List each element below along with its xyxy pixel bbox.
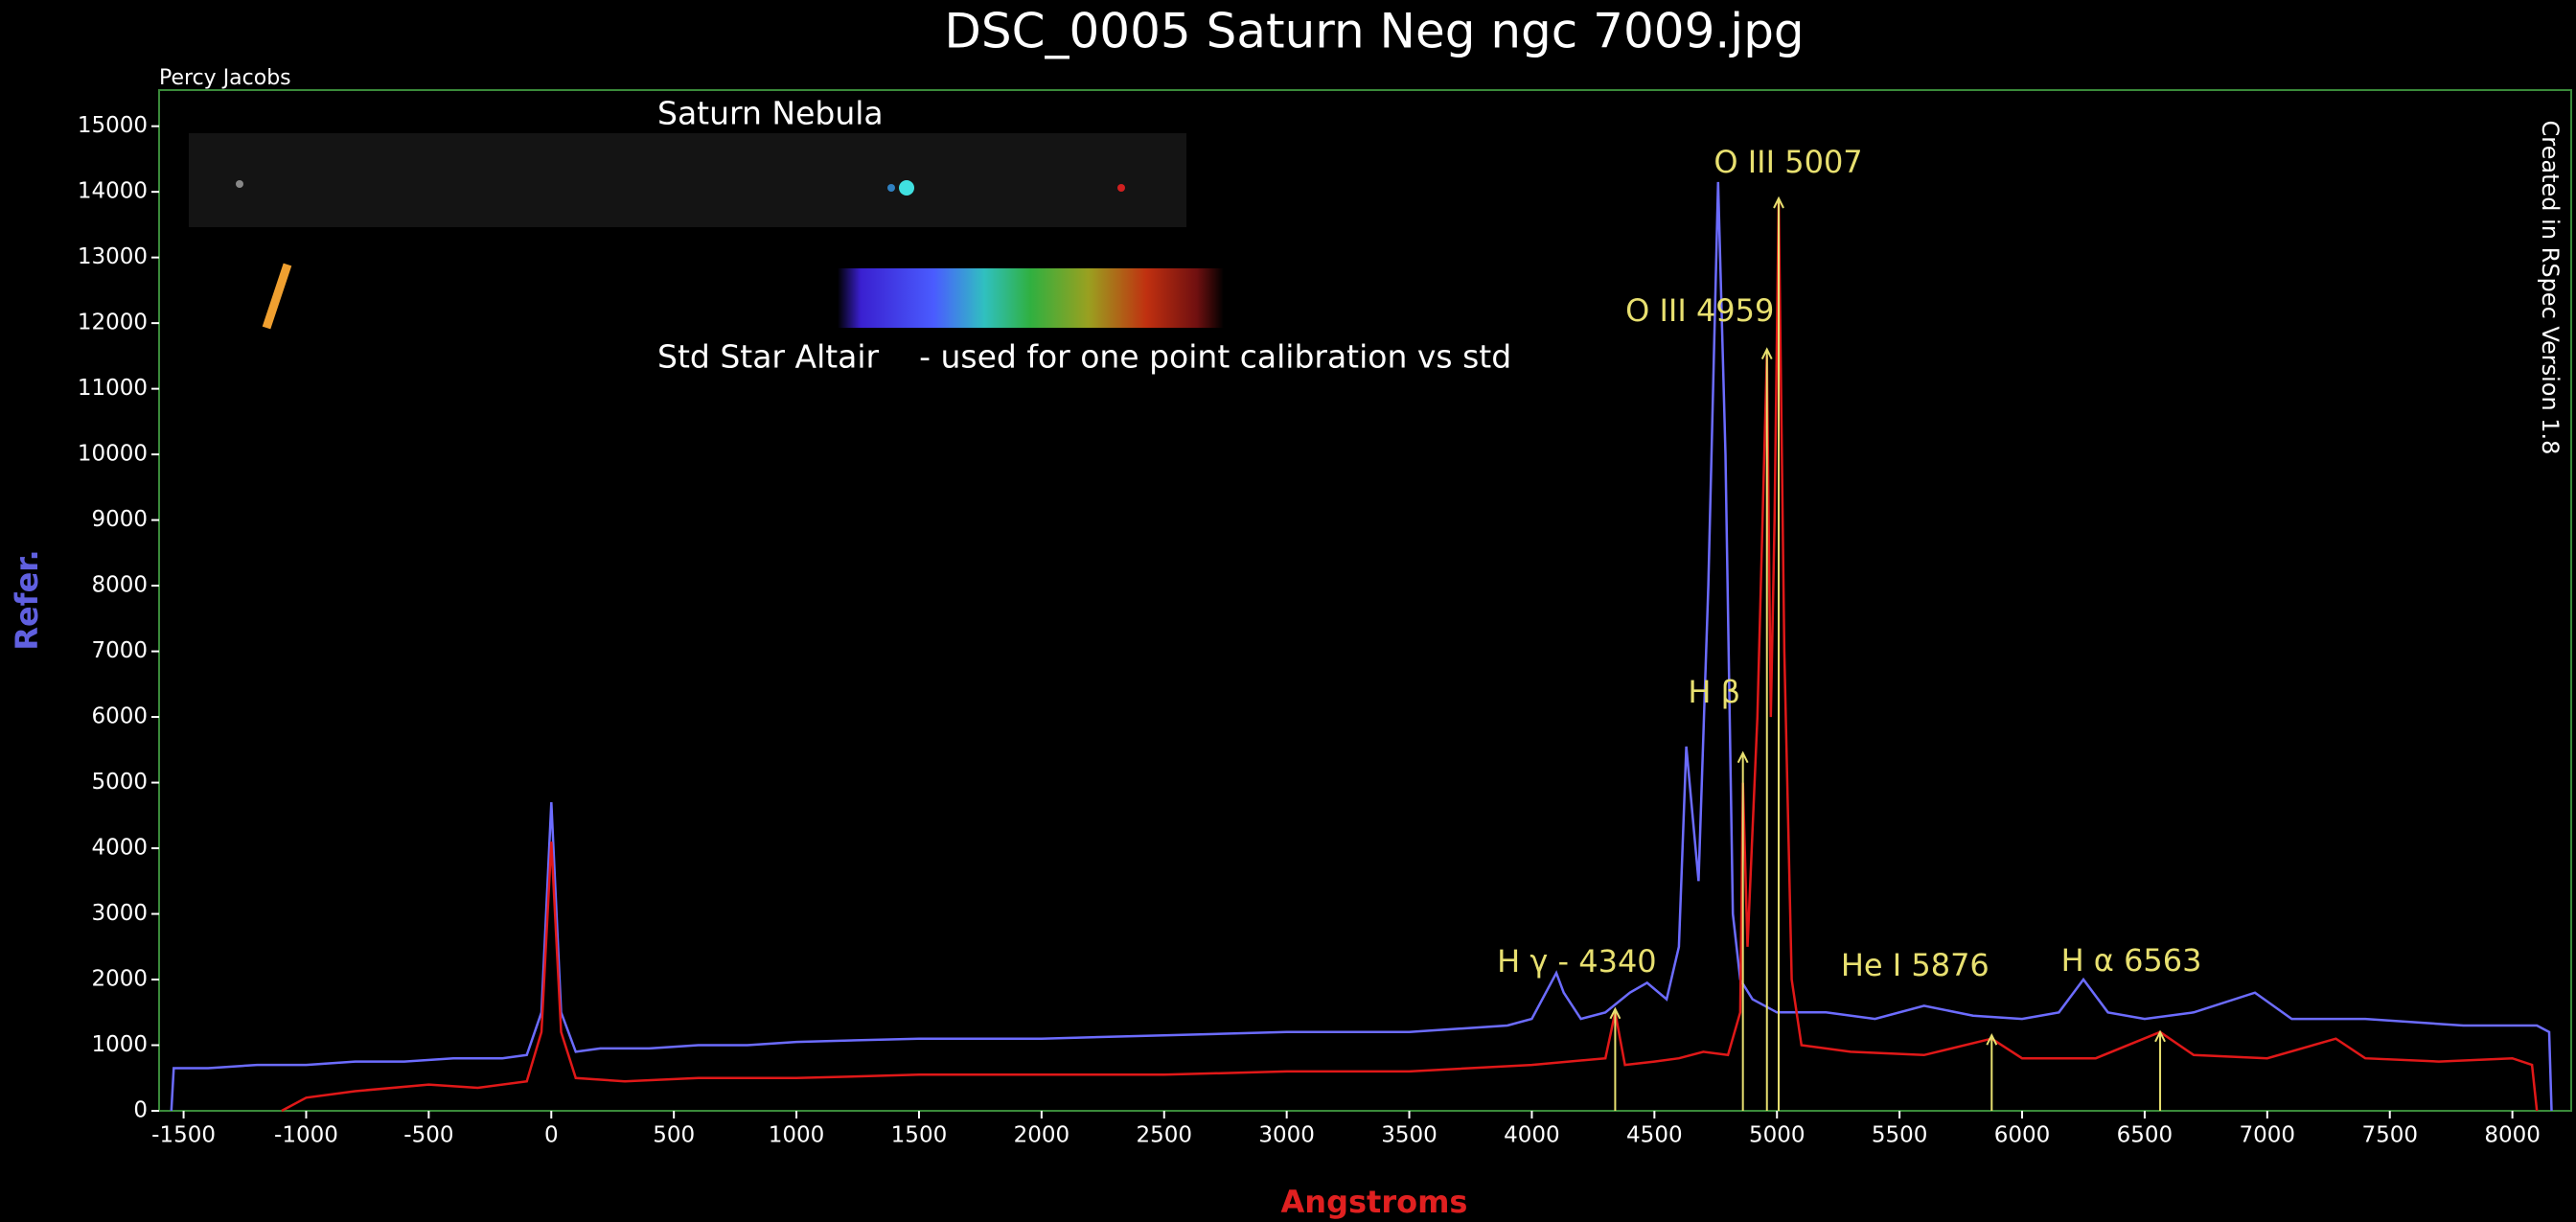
spectrum-spot bbox=[1117, 184, 1125, 192]
chart-title: DSC_0005 Saturn Neg ngc 7009.jpg bbox=[944, 4, 1804, 59]
y-tick-label: 13000 bbox=[78, 244, 148, 269]
y-tick-label: 8000 bbox=[91, 573, 148, 598]
y-tick-label: 10000 bbox=[78, 442, 148, 467]
y-tick-label: 1000 bbox=[91, 1032, 148, 1057]
y-tick-label: 4000 bbox=[91, 836, 148, 861]
spectrum-spot bbox=[236, 180, 243, 188]
x-tick-label: -1000 bbox=[274, 1123, 338, 1148]
chart: DSC_0005 Saturn Neg ngc 7009.jpg Percy J… bbox=[0, 0, 2576, 1222]
line-label: O III 5007 bbox=[1714, 144, 1862, 180]
x-tick-label: 2000 bbox=[1014, 1123, 1070, 1148]
y-tick-label: 11000 bbox=[78, 376, 148, 401]
software-label: Created in RSpec Version 1.8 bbox=[2537, 121, 2564, 455]
x-tick-label: 0 bbox=[544, 1123, 559, 1148]
author-label: Percy Jacobs bbox=[159, 66, 291, 90]
line-label: He I 5876 bbox=[1841, 947, 1990, 983]
x-tick-label: -1500 bbox=[151, 1123, 216, 1148]
x-tick-label: 7500 bbox=[2361, 1123, 2418, 1148]
line-label: H γ - 4340 bbox=[1497, 943, 1657, 980]
x-tick-label: 3000 bbox=[1258, 1123, 1315, 1148]
line-label: O III 4959 bbox=[1625, 292, 1774, 329]
x-tick-label: 4500 bbox=[1626, 1123, 1683, 1148]
spectrum-spot bbox=[887, 184, 895, 192]
x-tick-label: 5000 bbox=[1749, 1123, 1806, 1148]
x-tick-label: 5500 bbox=[1872, 1123, 1928, 1148]
x-tick-label: 3500 bbox=[1381, 1123, 1438, 1148]
nebula-spectrum-image bbox=[189, 133, 1186, 227]
x-tick-label: 500 bbox=[653, 1123, 695, 1148]
x-tick-label: 1500 bbox=[891, 1123, 948, 1148]
x-axis-label: Angstroms bbox=[1281, 1184, 1468, 1220]
y-tick-label: 15000 bbox=[78, 113, 148, 138]
y-tick-label: 7000 bbox=[91, 638, 148, 663]
x-tick-label: 7000 bbox=[2240, 1123, 2296, 1148]
x-tick-label: 8000 bbox=[2484, 1123, 2541, 1148]
y-tick-label: 6000 bbox=[91, 704, 148, 729]
y-tick-label: 12000 bbox=[78, 311, 148, 335]
line-label: H β bbox=[1688, 674, 1740, 710]
y-tick-label: 0 bbox=[133, 1098, 148, 1123]
y-tick-label: 2000 bbox=[91, 967, 148, 992]
x-tick-label: -500 bbox=[403, 1123, 453, 1148]
x-tick-label: 6500 bbox=[2117, 1123, 2174, 1148]
y-tick-label: 14000 bbox=[78, 179, 148, 204]
y-tick-label: 3000 bbox=[91, 901, 148, 926]
x-tick-label: 2500 bbox=[1136, 1123, 1192, 1148]
x-tick-label: 1000 bbox=[769, 1123, 825, 1148]
star-spectrum-image bbox=[838, 268, 1224, 328]
x-tick-label: 4000 bbox=[1504, 1123, 1560, 1148]
spectrum-spot bbox=[899, 180, 914, 196]
y-axis-label: Refer. bbox=[9, 549, 45, 650]
line-label: H α 6563 bbox=[2061, 942, 2202, 979]
object-label: Saturn Nebula bbox=[657, 95, 884, 132]
y-tick-label: 9000 bbox=[91, 507, 148, 532]
y-tick-label: 5000 bbox=[91, 770, 148, 795]
x-tick-label: 6000 bbox=[1994, 1123, 2051, 1148]
calibration-label: Std Star Altair - used for one point cal… bbox=[657, 338, 1511, 376]
